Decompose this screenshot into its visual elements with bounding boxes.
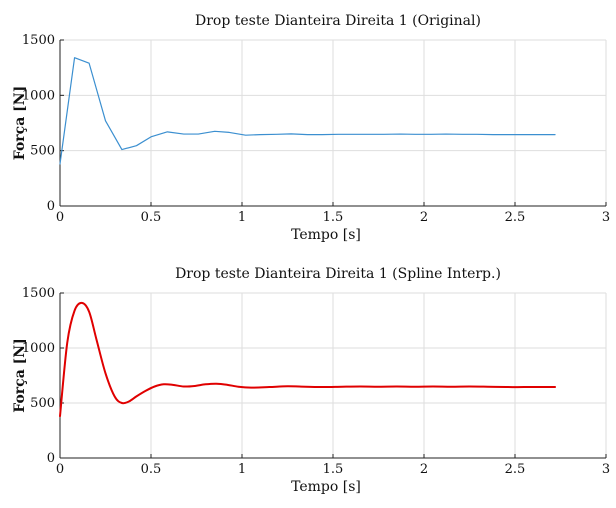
chart-spline: 0 0.5 1 1.5 2 2.5 3 0 500 1000 1500 Drop teste Dian…	[12, 266, 610, 495]
x-tick-label: 0	[56, 462, 64, 477]
y-tick-label: 0	[47, 451, 55, 466]
y-tick-label: 0	[47, 199, 55, 214]
x-tick-label: 0.5	[141, 210, 162, 225]
y-tick-label: 500	[30, 396, 55, 411]
x-tick-label: 3	[602, 462, 610, 477]
x-axis-label: Tempo [s]	[291, 227, 361, 243]
x-tick-label: 1.5	[323, 462, 344, 477]
y-axis-label: Força [N]	[12, 338, 28, 412]
x-tick-label: 0	[56, 210, 64, 225]
x-tick-label: 1	[238, 210, 246, 225]
chart-title: Drop teste Dianteira Direita 1 (Spline I…	[175, 266, 501, 282]
x-tick-label: 2	[420, 462, 428, 477]
x-tick-label: 1	[238, 462, 246, 477]
chart-title: Drop teste Dianteira Direita 1 (Original…	[195, 13, 481, 29]
y-tick-label: 1500	[22, 33, 55, 48]
x-tick-label: 2.5	[505, 462, 526, 477]
spline-series-line	[59, 301, 557, 418]
y-tick-label: 1000	[22, 88, 55, 103]
chart-original: 0 0.5 1 1.5 2 2.5 3 0 500 1000 1500 Drop teste Dian…	[12, 13, 610, 243]
x-axis-label: Tempo [s]	[291, 479, 361, 495]
y-tick-label: 1500	[22, 286, 55, 301]
x-tick-label: 0.5	[141, 462, 162, 477]
original-series-line	[59, 57, 556, 165]
y-tick-label: 1000	[22, 341, 55, 356]
x-tick-label: 1.5	[323, 210, 344, 225]
x-tick-label: 3	[602, 210, 610, 225]
x-tick-label: 2.5	[505, 210, 526, 225]
y-axis-label: Força [N]	[12, 86, 28, 160]
y-tick-label: 500	[30, 144, 55, 159]
x-tick-label: 2	[420, 210, 428, 225]
